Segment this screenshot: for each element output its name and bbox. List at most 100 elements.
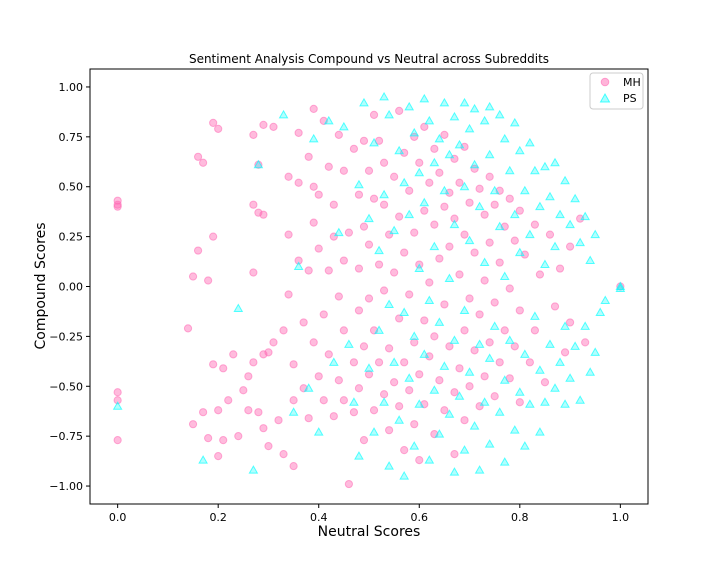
ps-point xyxy=(349,397,359,406)
mh-point xyxy=(259,210,268,219)
mh-point xyxy=(400,248,409,257)
mh-point xyxy=(113,436,122,445)
ps-point xyxy=(434,429,445,438)
mh-point xyxy=(289,396,298,405)
mh-point xyxy=(309,182,318,191)
x-tick-label: 0.4 xyxy=(310,511,328,524)
mh-point xyxy=(475,310,484,319)
ps-point xyxy=(479,397,490,406)
y-tick-label: 0.00 xyxy=(59,281,84,294)
ps-point xyxy=(540,161,550,171)
x-axis: 0.0 0.2 0.4 0.6 0.8 1.0 xyxy=(109,504,629,524)
ps-point xyxy=(459,181,470,191)
ps-point xyxy=(384,299,394,308)
ps-point xyxy=(519,349,530,358)
ps-point xyxy=(278,109,289,119)
mh-point xyxy=(379,390,389,399)
ps-point xyxy=(233,303,244,312)
ps-point xyxy=(409,441,420,450)
mh-point xyxy=(209,232,218,241)
mh-point xyxy=(284,290,293,299)
mh-point xyxy=(410,228,419,237)
ps-point xyxy=(449,219,460,229)
ps-point xyxy=(474,339,485,348)
ps-point xyxy=(374,245,384,255)
mh-point xyxy=(480,276,489,285)
mh-point xyxy=(214,452,223,461)
mh-point xyxy=(505,284,514,293)
mh-point xyxy=(470,248,479,257)
ps-point xyxy=(595,307,606,316)
y-tick-label: −0.75 xyxy=(49,430,83,443)
legend: MH PS xyxy=(589,72,644,110)
mh-point xyxy=(565,242,575,251)
mh-point xyxy=(435,376,444,385)
y-axis: 1.00 0.75 0.50 0.25 0.00 −0.25 −0.50 −0.75 −1.00 xyxy=(49,81,90,493)
ps-point xyxy=(499,133,510,143)
mh-point xyxy=(354,190,364,199)
plot-frame xyxy=(89,68,649,505)
ps-point xyxy=(328,357,339,366)
y-tick-label: 1.00 xyxy=(59,81,84,94)
ps-point xyxy=(509,117,520,127)
mh-point xyxy=(294,128,303,137)
mh-point xyxy=(339,166,348,175)
ps-point xyxy=(499,457,510,466)
mh-point xyxy=(284,172,293,181)
ps-point xyxy=(379,397,389,406)
mh-point xyxy=(555,264,565,273)
ps-point xyxy=(414,167,425,177)
mh-point xyxy=(274,416,283,425)
mh-point xyxy=(199,158,208,167)
mh-point xyxy=(405,386,414,395)
ps-point xyxy=(429,157,440,167)
mh-point xyxy=(234,432,243,441)
ps-point xyxy=(525,399,535,408)
mh-point xyxy=(525,358,534,367)
ps-point xyxy=(494,109,505,119)
ps-point xyxy=(484,149,495,159)
mh-point xyxy=(364,166,374,175)
mh-point xyxy=(460,416,469,425)
ps-point xyxy=(288,407,299,416)
mh-point xyxy=(113,202,122,211)
ps-point xyxy=(444,149,455,159)
mh-point xyxy=(450,214,459,223)
mh-point xyxy=(515,398,524,407)
mh-point xyxy=(113,388,122,397)
mh-point xyxy=(415,370,424,379)
mh-point xyxy=(334,130,343,139)
legend-mh-label: MH xyxy=(623,76,641,89)
mh-point xyxy=(395,212,404,221)
mh-point xyxy=(410,338,419,347)
mh-point xyxy=(450,450,459,459)
ps-point xyxy=(580,321,591,330)
y-axis-label: Compound Scores xyxy=(33,222,49,349)
mh-point xyxy=(460,326,469,335)
mh-point xyxy=(395,402,404,411)
mh-point xyxy=(334,292,343,301)
mh-point xyxy=(324,162,333,171)
ps-point xyxy=(615,283,626,292)
ps-point xyxy=(575,237,585,247)
ps-point xyxy=(530,165,540,175)
mh-point xyxy=(229,350,238,359)
ps-point xyxy=(389,357,399,366)
ps-point xyxy=(112,401,123,410)
mh-point xyxy=(390,378,399,387)
mh-point xyxy=(540,378,550,387)
ps-point xyxy=(369,427,379,436)
ps-point xyxy=(504,165,515,175)
mh-point xyxy=(450,388,459,397)
mh-point xyxy=(264,348,273,357)
ps-point xyxy=(248,465,259,474)
ps-point xyxy=(560,399,570,408)
points-layer xyxy=(112,91,626,489)
ps-point xyxy=(540,259,550,269)
mh-point xyxy=(465,198,474,207)
mh-point xyxy=(219,364,228,373)
mh-point xyxy=(249,130,258,139)
ps-point xyxy=(464,123,475,133)
mh-point xyxy=(294,256,303,265)
